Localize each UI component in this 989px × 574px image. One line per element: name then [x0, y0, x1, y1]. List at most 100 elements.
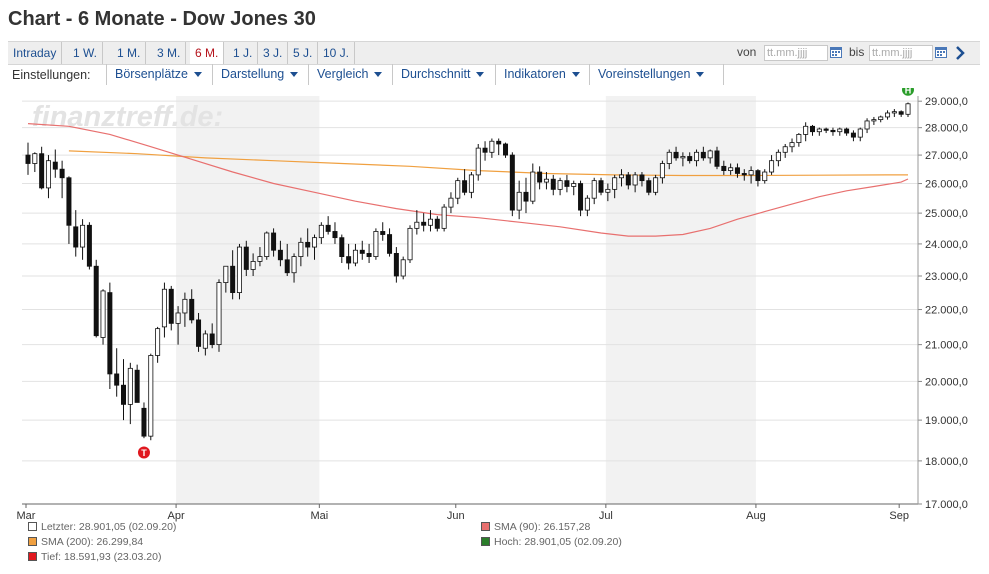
- range-tab[interactable]: 1 M.: [112, 42, 147, 64]
- candle-body: [407, 227, 413, 261]
- legend-swatch: [28, 536, 37, 546]
- range-tab[interactable]: Intraday: [8, 42, 63, 64]
- calendar-icon[interactable]: [829, 45, 843, 59]
- from-label: von: [737, 45, 757, 59]
- candle-body: [236, 246, 242, 293]
- range-tab[interactable]: 6 M.: [190, 42, 225, 64]
- legend-item: Letzter: 28.901,05 (02.09.20): [28, 521, 176, 533]
- candle-body: [346, 256, 352, 264]
- candle-body: [66, 177, 72, 226]
- range-tab[interactable]: 1 W.: [68, 42, 104, 64]
- candle-body: [209, 333, 215, 346]
- candle-body: [175, 312, 181, 324]
- candle-body: [796, 134, 802, 144]
- chevron-right-icon[interactable]: [954, 46, 966, 60]
- candle-body: [694, 151, 700, 162]
- caret-down-icon: [476, 72, 485, 78]
- candle-body: [230, 265, 236, 293]
- candle-body: [121, 384, 127, 405]
- settings-menu[interactable]: Indikatoren: [495, 64, 588, 85]
- x-tick-label: Apr: [168, 510, 185, 522]
- settings-menu-label: Darstellung: [221, 67, 285, 81]
- range-tab[interactable]: 3 J.: [258, 42, 289, 64]
- legend-swatch: [28, 551, 37, 561]
- candle-body: [898, 111, 904, 115]
- settings-menu-label: Vergleich: [317, 67, 369, 81]
- legend-text: SMA (90): 26.157,28: [494, 521, 591, 533]
- candle-body: [755, 170, 761, 182]
- candle-body: [414, 221, 420, 229]
- candle-body: [196, 319, 202, 347]
- candle-body: [189, 298, 195, 321]
- settings-menu[interactable]: Darstellung: [212, 64, 306, 85]
- candle-body: [427, 218, 433, 226]
- candle-body: [168, 288, 174, 324]
- candle-body: [809, 125, 815, 133]
- legend-text: Letzter: 28.901,05 (02.09.20): [41, 521, 177, 533]
- candle-body: [80, 224, 86, 248]
- legend-item: Hoch: 28.901,05 (02.09.20): [481, 536, 622, 548]
- to-label: bis: [849, 45, 865, 59]
- candle-body: [100, 290, 106, 338]
- candle-body: [905, 103, 911, 115]
- candle-body: [250, 260, 256, 270]
- candle-body: [489, 140, 495, 153]
- high-marker-label: H: [905, 88, 912, 95]
- candle-body: [421, 221, 427, 226]
- candle-body: [32, 153, 38, 164]
- to-date-input[interactable]: tt.mm.jjjj: [869, 45, 933, 61]
- range-tab[interactable]: 10 J.: [318, 42, 356, 64]
- x-tick-label: Aug: [746, 510, 766, 522]
- candle-body: [721, 165, 727, 172]
- settings-menu[interactable]: Börsenplätze: [106, 64, 210, 85]
- candle-body: [700, 151, 706, 159]
- candle-body: [284, 259, 290, 274]
- candle-body: [271, 232, 277, 251]
- candle-body: [543, 178, 549, 183]
- settings-menu[interactable]: Durchschnitt: [392, 64, 492, 85]
- watermark: finanztreff.de:: [32, 101, 223, 133]
- candle-body: [202, 333, 208, 349]
- candle-body: [45, 160, 51, 189]
- y-tick-label: 20.000,0: [925, 376, 968, 388]
- from-date-input[interactable]: tt.mm.jjjj: [764, 45, 828, 61]
- candle-body: [339, 237, 345, 257]
- candle-body: [625, 174, 631, 186]
- candle-body: [148, 355, 154, 437]
- candle-body: [850, 132, 856, 138]
- y-tick-label: 18.000,0: [925, 456, 968, 468]
- y-tick-label: 24.000,0: [925, 239, 968, 251]
- candle-body: [291, 256, 297, 274]
- candle-body: [448, 197, 454, 208]
- candle-body: [141, 407, 147, 437]
- candle-body: [584, 197, 590, 211]
- settings-menu-label: Börsenplätze: [115, 67, 188, 81]
- legend-text: Hoch: 28.901,05 (02.09.20): [494, 536, 622, 548]
- low-marker: [137, 446, 150, 459]
- candle-body: [564, 180, 570, 187]
- page-title: Chart - 6 Monate - Dow Jones 30: [8, 8, 316, 30]
- range-tab[interactable]: 5 J.: [288, 42, 319, 64]
- settings-menu[interactable]: Vergleich: [308, 64, 390, 85]
- range-tab[interactable]: 1 J.: [228, 42, 259, 64]
- candle-body: [161, 288, 167, 328]
- candle-body: [680, 156, 686, 159]
- candle-body: [127, 367, 133, 405]
- calendar-icon[interactable]: [934, 45, 948, 59]
- candle-body: [864, 120, 870, 130]
- candle-body: [632, 174, 638, 186]
- settings-menu-label: Voreinstellungen: [598, 67, 691, 81]
- candle-body: [434, 218, 440, 229]
- range-tab[interactable]: 3 M.: [152, 42, 187, 64]
- price-chart: finanztreff.de: 17.000,0 18.000,0 19.000,0 2…: [17, 88, 968, 522]
- candle-body: [366, 253, 372, 257]
- x-tick-label: Mar: [17, 510, 36, 522]
- y-tick-label: 23.000,0: [925, 271, 968, 283]
- caret-down-icon: [374, 72, 383, 78]
- candle-body: [891, 111, 897, 114]
- range-tabs-bar: Intraday 1 W. 1 M. 3 M. 6 M. 1 J. 3 J. 5 J. 10 J…: [8, 41, 980, 65]
- settings-menu[interactable]: Voreinstellungen: [589, 64, 712, 85]
- legend-swatch: [481, 521, 490, 531]
- caret-down-icon: [571, 72, 580, 78]
- candle-body: [400, 259, 406, 277]
